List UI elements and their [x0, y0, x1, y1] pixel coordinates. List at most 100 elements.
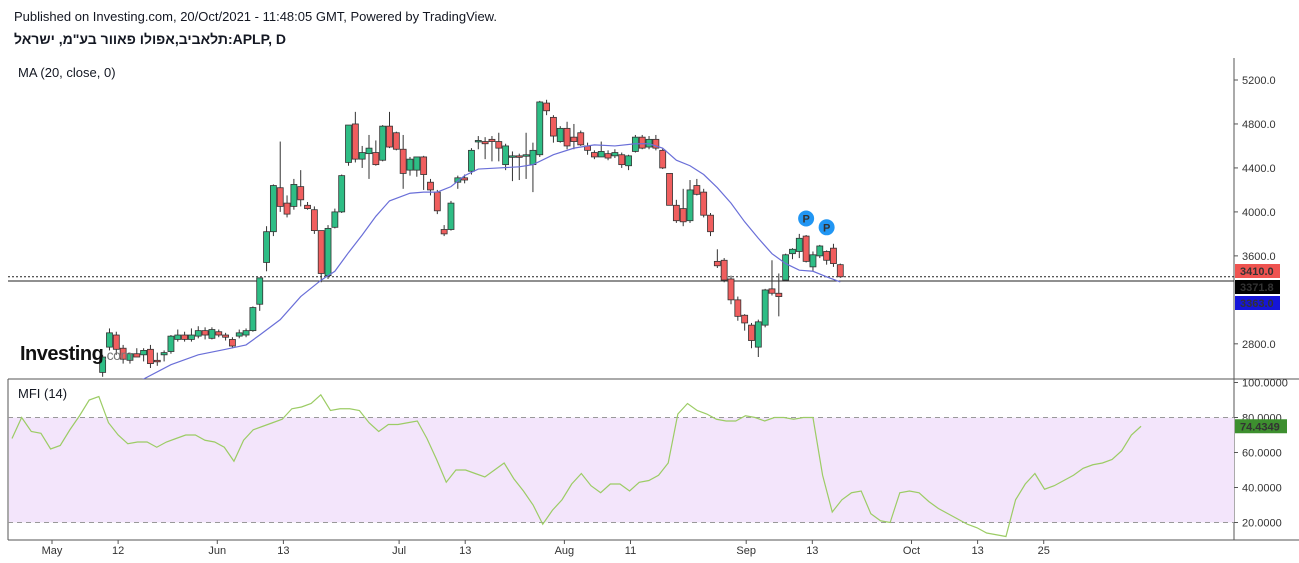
mfi-value-badge-label: 74.4349	[1240, 421, 1280, 433]
time-tick-label: Oct	[903, 545, 920, 557]
price-badge: 3363.0	[1235, 296, 1280, 310]
candle-body	[290, 184, 298, 207]
candle	[823, 250, 831, 265]
candle-body	[269, 185, 277, 233]
candle	[836, 263, 844, 278]
candle-body	[215, 331, 223, 336]
candle	[782, 253, 790, 282]
candle	[468, 148, 475, 175]
candle	[106, 328, 113, 351]
candle-body	[392, 132, 400, 150]
candle-body	[194, 330, 202, 337]
candle	[638, 134, 646, 150]
candle	[618, 152, 626, 168]
candle	[570, 123, 578, 150]
p-marker-label: P	[823, 222, 830, 234]
candle-body	[570, 136, 578, 142]
time-tick-label: Aug	[555, 545, 575, 557]
candle-body	[249, 307, 257, 332]
time-tick-label: 13	[971, 545, 983, 557]
candle-body	[604, 153, 612, 159]
candle	[242, 328, 250, 338]
price-badge: 3371.8	[1235, 280, 1280, 294]
logo-suffix: .com	[103, 347, 132, 363]
candle-body	[536, 101, 544, 156]
candle-body	[331, 211, 339, 228]
p-markers: PP	[798, 210, 835, 236]
candle	[365, 134, 373, 179]
price-badge-bg	[1235, 264, 1280, 278]
candle	[201, 327, 209, 340]
candle-body	[686, 189, 694, 222]
candle	[222, 332, 229, 341]
candle-body	[358, 152, 366, 160]
candle	[297, 170, 305, 207]
candle-body	[208, 329, 216, 339]
candle	[386, 111, 393, 149]
price-badge-bg	[1235, 280, 1280, 294]
candle	[351, 111, 359, 163]
candle	[440, 225, 448, 237]
candle	[447, 200, 455, 231]
candle	[734, 296, 742, 321]
mfi-series	[11, 393, 1142, 538]
candle-body	[167, 335, 175, 352]
candle	[249, 306, 257, 332]
candle-body	[495, 141, 503, 149]
candle-body	[345, 124, 352, 163]
candle-body	[727, 278, 735, 301]
price-badge-bg	[1235, 296, 1280, 310]
candle-body	[782, 254, 790, 281]
candle	[830, 243, 837, 267]
candle-body	[515, 155, 523, 158]
mfi-value-badge: 74.4349	[1235, 419, 1287, 434]
candle-body	[242, 330, 250, 336]
candle	[269, 184, 277, 237]
candle-body	[310, 209, 318, 231]
candle-body	[563, 127, 571, 147]
ma-series	[142, 143, 841, 379]
candle	[112, 331, 120, 355]
candle	[126, 352, 134, 364]
candle-body	[666, 173, 673, 206]
candle-body	[297, 186, 305, 201]
candle-body	[741, 314, 749, 324]
candle-body	[153, 359, 161, 363]
candle-body	[625, 155, 632, 167]
candle	[761, 288, 769, 328]
candle	[174, 329, 182, 342]
candle-body	[229, 339, 236, 347]
candle	[331, 208, 339, 229]
candle	[427, 178, 434, 196]
candle-body	[481, 141, 489, 145]
candle-body	[775, 292, 783, 297]
candle-body	[597, 151, 605, 158]
candle	[543, 99, 550, 116]
candle	[563, 121, 571, 150]
candle-body	[638, 136, 646, 149]
candle	[454, 175, 462, 189]
candle	[686, 180, 694, 223]
candle-body	[256, 277, 264, 305]
candle-body	[618, 154, 626, 166]
mfi-tick-label: 20.0000	[1242, 518, 1282, 530]
candle-body	[809, 254, 817, 268]
ma-indicator-label: MA (20, close, 0)	[18, 65, 116, 80]
candle-body	[591, 152, 598, 158]
candle	[611, 149, 619, 159]
candle-body	[509, 155, 516, 158]
candle-body	[174, 334, 182, 340]
candle-body	[577, 132, 585, 146]
candle	[229, 337, 236, 349]
price-badge: 3410.0	[1235, 264, 1280, 278]
candle-body	[789, 248, 796, 255]
candle	[276, 141, 284, 212]
candle-body	[707, 214, 714, 233]
candle	[509, 151, 516, 182]
candle-body	[652, 138, 660, 149]
candle	[474, 136, 482, 150]
investing-logo: Investing.com	[20, 343, 132, 366]
candle	[529, 142, 537, 193]
candle	[413, 156, 421, 177]
